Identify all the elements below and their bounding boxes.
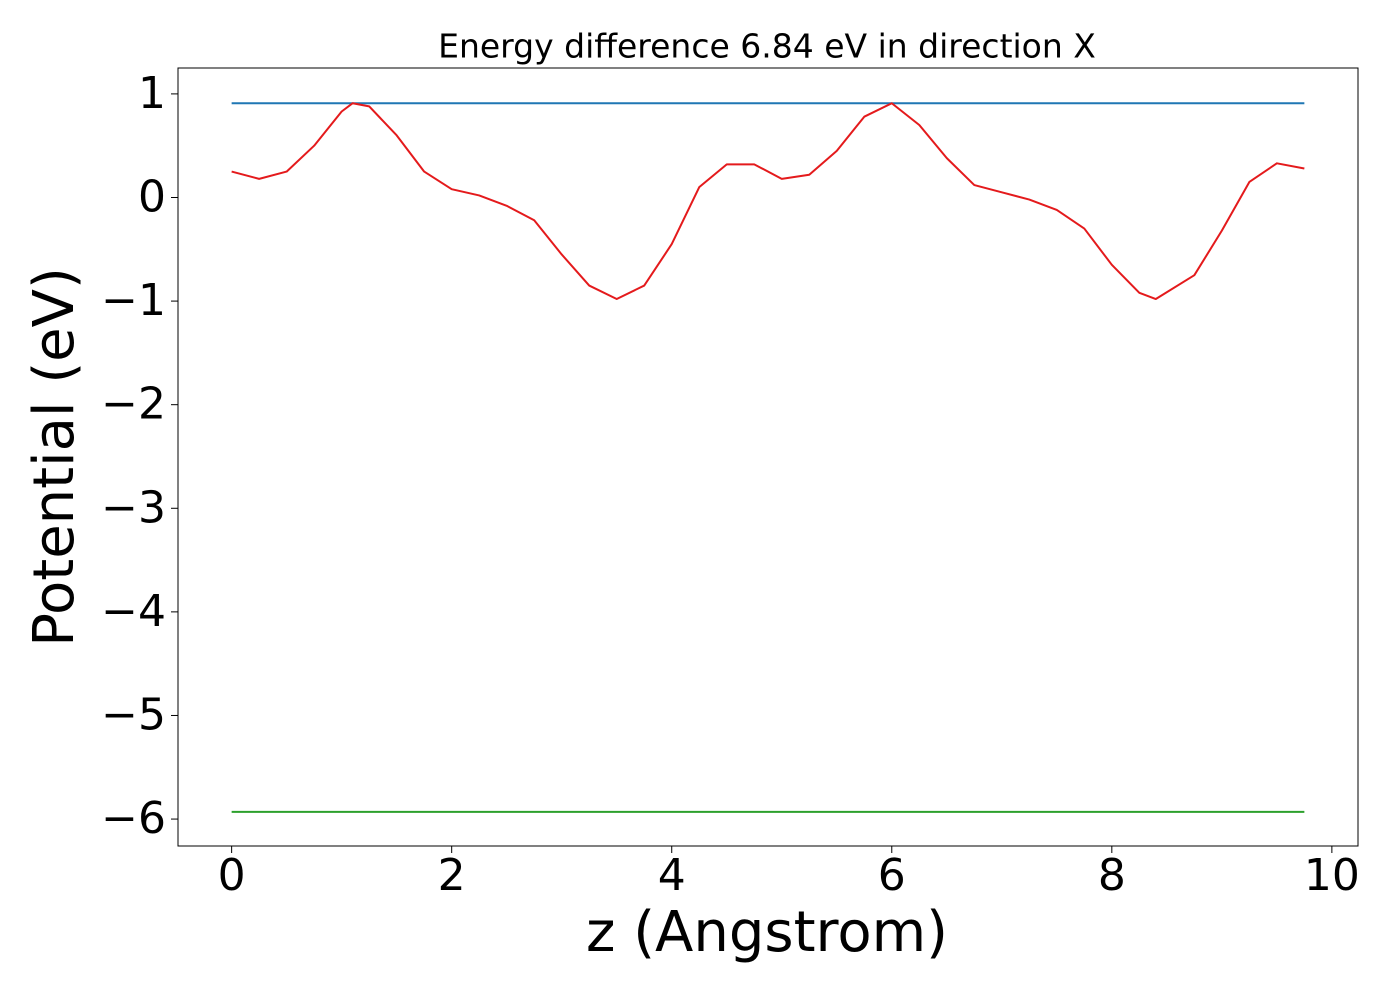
plot-frame — [177, 67, 1359, 847]
chart-title: Energy difference 6.84 eV in direction X — [438, 27, 1096, 66]
y-tick-label: −4 — [101, 586, 166, 637]
x-tick-label: 8 — [1098, 850, 1126, 901]
y-tick-label: 1 — [138, 68, 166, 119]
x-tick-label: 4 — [658, 850, 686, 901]
x-tick-label: 6 — [878, 850, 906, 901]
y-tick-label: −5 — [101, 689, 166, 740]
x-axis-label: z (Angstrom) — [586, 900, 948, 965]
y-tick-label: −1 — [101, 275, 166, 326]
y-tick-label: −2 — [101, 379, 166, 430]
y-axis-label: Potential (eV) — [22, 267, 87, 647]
y-tick-label: −3 — [101, 482, 166, 533]
x-tick-label: 2 — [438, 850, 466, 901]
data-line — [231, 102, 1305, 301]
x-tick-label: 10 — [1304, 850, 1360, 901]
y-tick-label: 0 — [138, 171, 166, 222]
x-tick-label: 0 — [218, 850, 246, 901]
y-tick-label: −6 — [101, 793, 166, 844]
